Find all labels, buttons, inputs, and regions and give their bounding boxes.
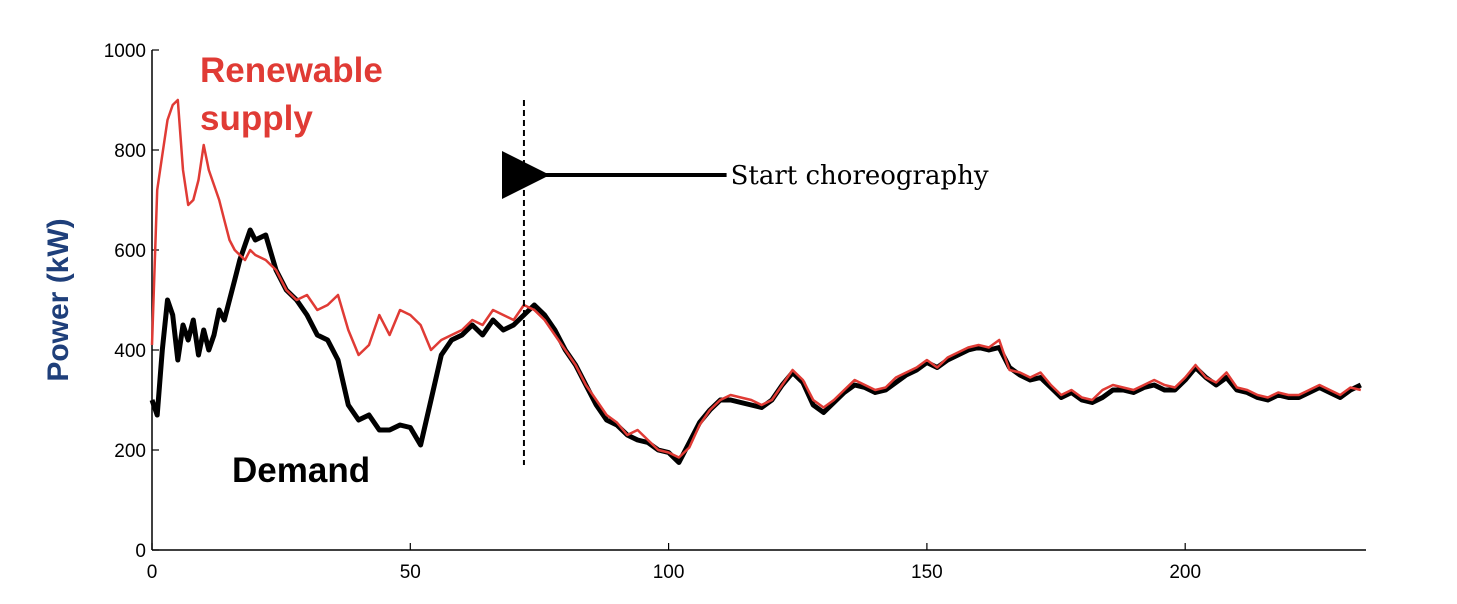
y-tick-label: 800: [114, 141, 146, 162]
renewable-series-line: [150, 98, 1362, 459]
demand-series-line: [149, 227, 1362, 465]
series-layer: [149, 98, 1362, 465]
x-tick-label: 150: [911, 562, 943, 583]
renewable-label-line1: Renewable: [200, 51, 383, 90]
start-choreography-label: Start choreography: [731, 161, 989, 191]
x-tick-label: 0: [147, 562, 158, 583]
renewable-label-line2: supply: [200, 99, 313, 138]
y-tick-label: 0: [135, 541, 146, 562]
x-tick-label: 100: [653, 562, 685, 583]
y-tick-label: 600: [114, 241, 146, 262]
tick-group: 0 50 100 150 200 0 200 400 600 800 1000: [104, 41, 1201, 583]
demand-label: Demand: [232, 451, 370, 490]
y-tick-label: 1000: [104, 41, 146, 62]
y-axis-label: Power (kW): [42, 218, 75, 381]
x-tick-label: 200: [1169, 562, 1201, 583]
y-tick-label: 200: [114, 441, 146, 462]
x-tick-label: 50: [400, 562, 421, 583]
y-tick-label: 400: [114, 341, 146, 362]
